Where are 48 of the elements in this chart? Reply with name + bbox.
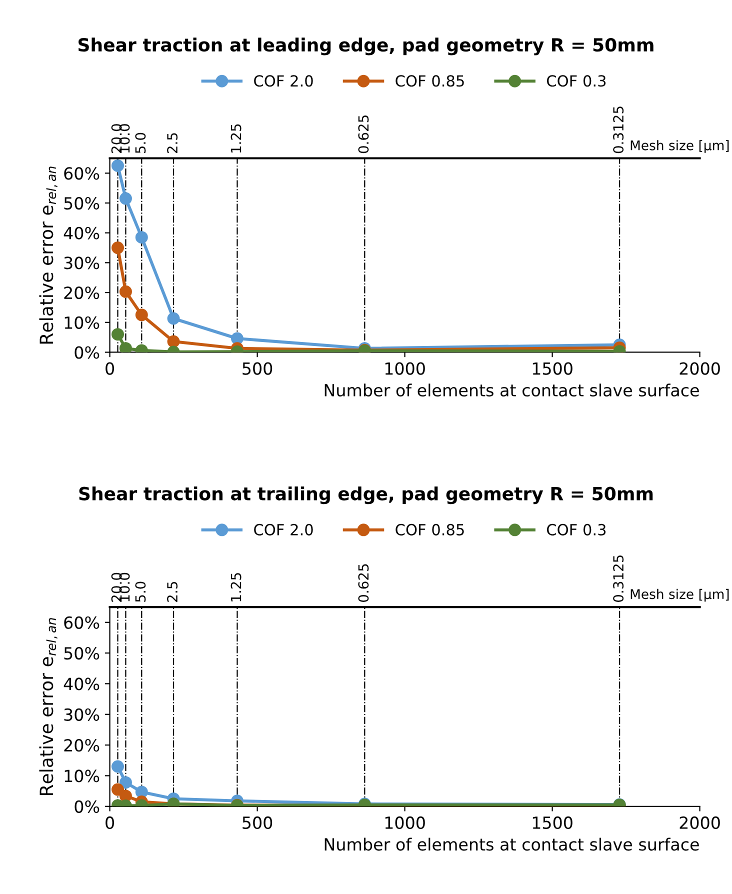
legend-label: COF 2.0	[254, 524, 313, 536]
x-tick-label: 2000	[680, 362, 720, 375]
y-tick-label: 30%	[64, 708, 100, 721]
y-axis-title: Relative error e$_{rel,an}$	[39, 166, 58, 344]
y-tick-label: 40%	[64, 226, 100, 240]
y-tick-label: 10%	[64, 316, 100, 329]
legend-label: COF 2.0	[254, 75, 313, 87]
annotation: 2.5	[167, 582, 178, 602]
annotation: 5.0	[135, 582, 146, 602]
y-tick-label: 30%	[64, 256, 100, 270]
x-axis-title: Number of elements at contact slave surface	[324, 384, 699, 397]
annotation: 2.5	[167, 133, 178, 154]
annotation: 0.625	[358, 564, 369, 602]
x-tick-label: 0	[106, 816, 114, 830]
y-tick-label: 60%	[64, 167, 100, 180]
x-tick-label: 1000	[385, 816, 425, 830]
text: Mesh size [µm]	[630, 588, 729, 602]
annotation: 0.625	[358, 116, 369, 154]
y-tick-label: 40%	[64, 678, 100, 690]
y-tick-label: 50%	[64, 196, 100, 210]
x-tick-label: 1500	[532, 816, 572, 830]
legend-label: COF 0.3	[547, 524, 606, 536]
y-tick-label: 0%	[74, 800, 100, 813]
legend-label: COF 0.85	[396, 75, 464, 87]
x-tick-label: 1000	[385, 362, 425, 375]
x-axis-title: Number of elements at contact slave surface	[324, 838, 699, 851]
text: Mesh size [µm]	[630, 140, 729, 153]
x-tick-label: 2000	[680, 816, 720, 830]
legend-label: COF 0.3	[547, 75, 606, 87]
x-tick-label: 1500	[532, 362, 572, 375]
y-tick-label: 10%	[64, 770, 100, 782]
y-tick-label: 50%	[64, 646, 100, 660]
y-tick-label: 20%	[64, 739, 100, 752]
annotation: 0.3125	[613, 106, 624, 154]
annotation: 1.25	[230, 573, 242, 602]
chart-title: Shear traction at leading edge, pad geometry R = 50mm	[78, 38, 654, 56]
y-tick-label: 60%	[64, 616, 100, 629]
chart-title: Shear traction at trailing edge, pad geometry R = 50mm	[79, 486, 653, 504]
y-tick-label: 20%	[64, 286, 100, 300]
x-tick-label: 500	[242, 816, 272, 830]
legend-label: COF 0.85	[396, 524, 464, 536]
y-axis-title: Relative error e$_{rel,an}$	[39, 618, 58, 796]
x-tick-label: 500	[242, 362, 272, 375]
annotation: 0.3125	[613, 555, 624, 602]
annotation: 1.25	[230, 124, 242, 153]
x-tick-label: 0	[106, 362, 114, 375]
annotation: 5.0	[135, 132, 146, 153]
y-tick-label: 0%	[74, 346, 100, 359]
